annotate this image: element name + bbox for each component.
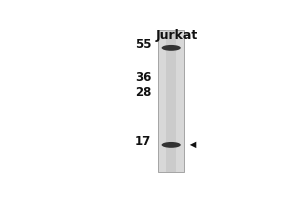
Text: Jurkat: Jurkat xyxy=(156,29,198,42)
Bar xyxy=(166,30,176,172)
Text: 28: 28 xyxy=(135,86,152,99)
Text: 36: 36 xyxy=(135,71,152,84)
Text: 55: 55 xyxy=(135,38,152,51)
Ellipse shape xyxy=(162,142,181,148)
Polygon shape xyxy=(190,142,196,148)
Ellipse shape xyxy=(162,45,181,51)
Text: 17: 17 xyxy=(135,135,152,148)
Bar xyxy=(158,30,184,172)
